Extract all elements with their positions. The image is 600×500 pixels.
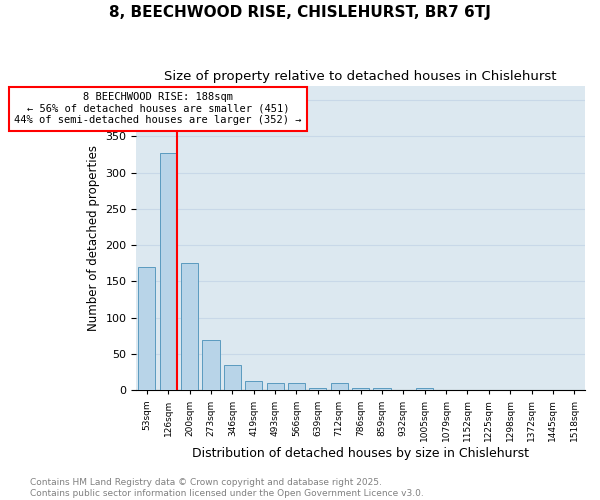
Bar [245, 381, 262, 390]
Bar [288, 383, 305, 390]
Bar [224, 365, 241, 390]
Bar [416, 388, 433, 390]
Bar [139, 267, 155, 390]
Bar [331, 383, 348, 390]
Bar [160, 153, 177, 390]
Title: Size of property relative to detached houses in Chislehurst: Size of property relative to detached ho… [164, 70, 557, 83]
Bar [266, 383, 284, 390]
Text: Contains HM Land Registry data © Crown copyright and database right 2025.
Contai: Contains HM Land Registry data © Crown c… [30, 478, 424, 498]
Bar [373, 388, 391, 390]
Text: 8 BEECHWOOD RISE: 188sqm
← 56% of detached houses are smaller (451)
44% of semi-: 8 BEECHWOOD RISE: 188sqm ← 56% of detach… [14, 92, 302, 126]
Y-axis label: Number of detached properties: Number of detached properties [87, 145, 100, 331]
Bar [352, 388, 369, 390]
Text: 8, BEECHWOOD RISE, CHISLEHURST, BR7 6TJ: 8, BEECHWOOD RISE, CHISLEHURST, BR7 6TJ [109, 5, 491, 20]
Bar [202, 340, 220, 390]
Bar [181, 264, 198, 390]
X-axis label: Distribution of detached houses by size in Chislehurst: Distribution of detached houses by size … [192, 447, 529, 460]
Bar [309, 388, 326, 390]
